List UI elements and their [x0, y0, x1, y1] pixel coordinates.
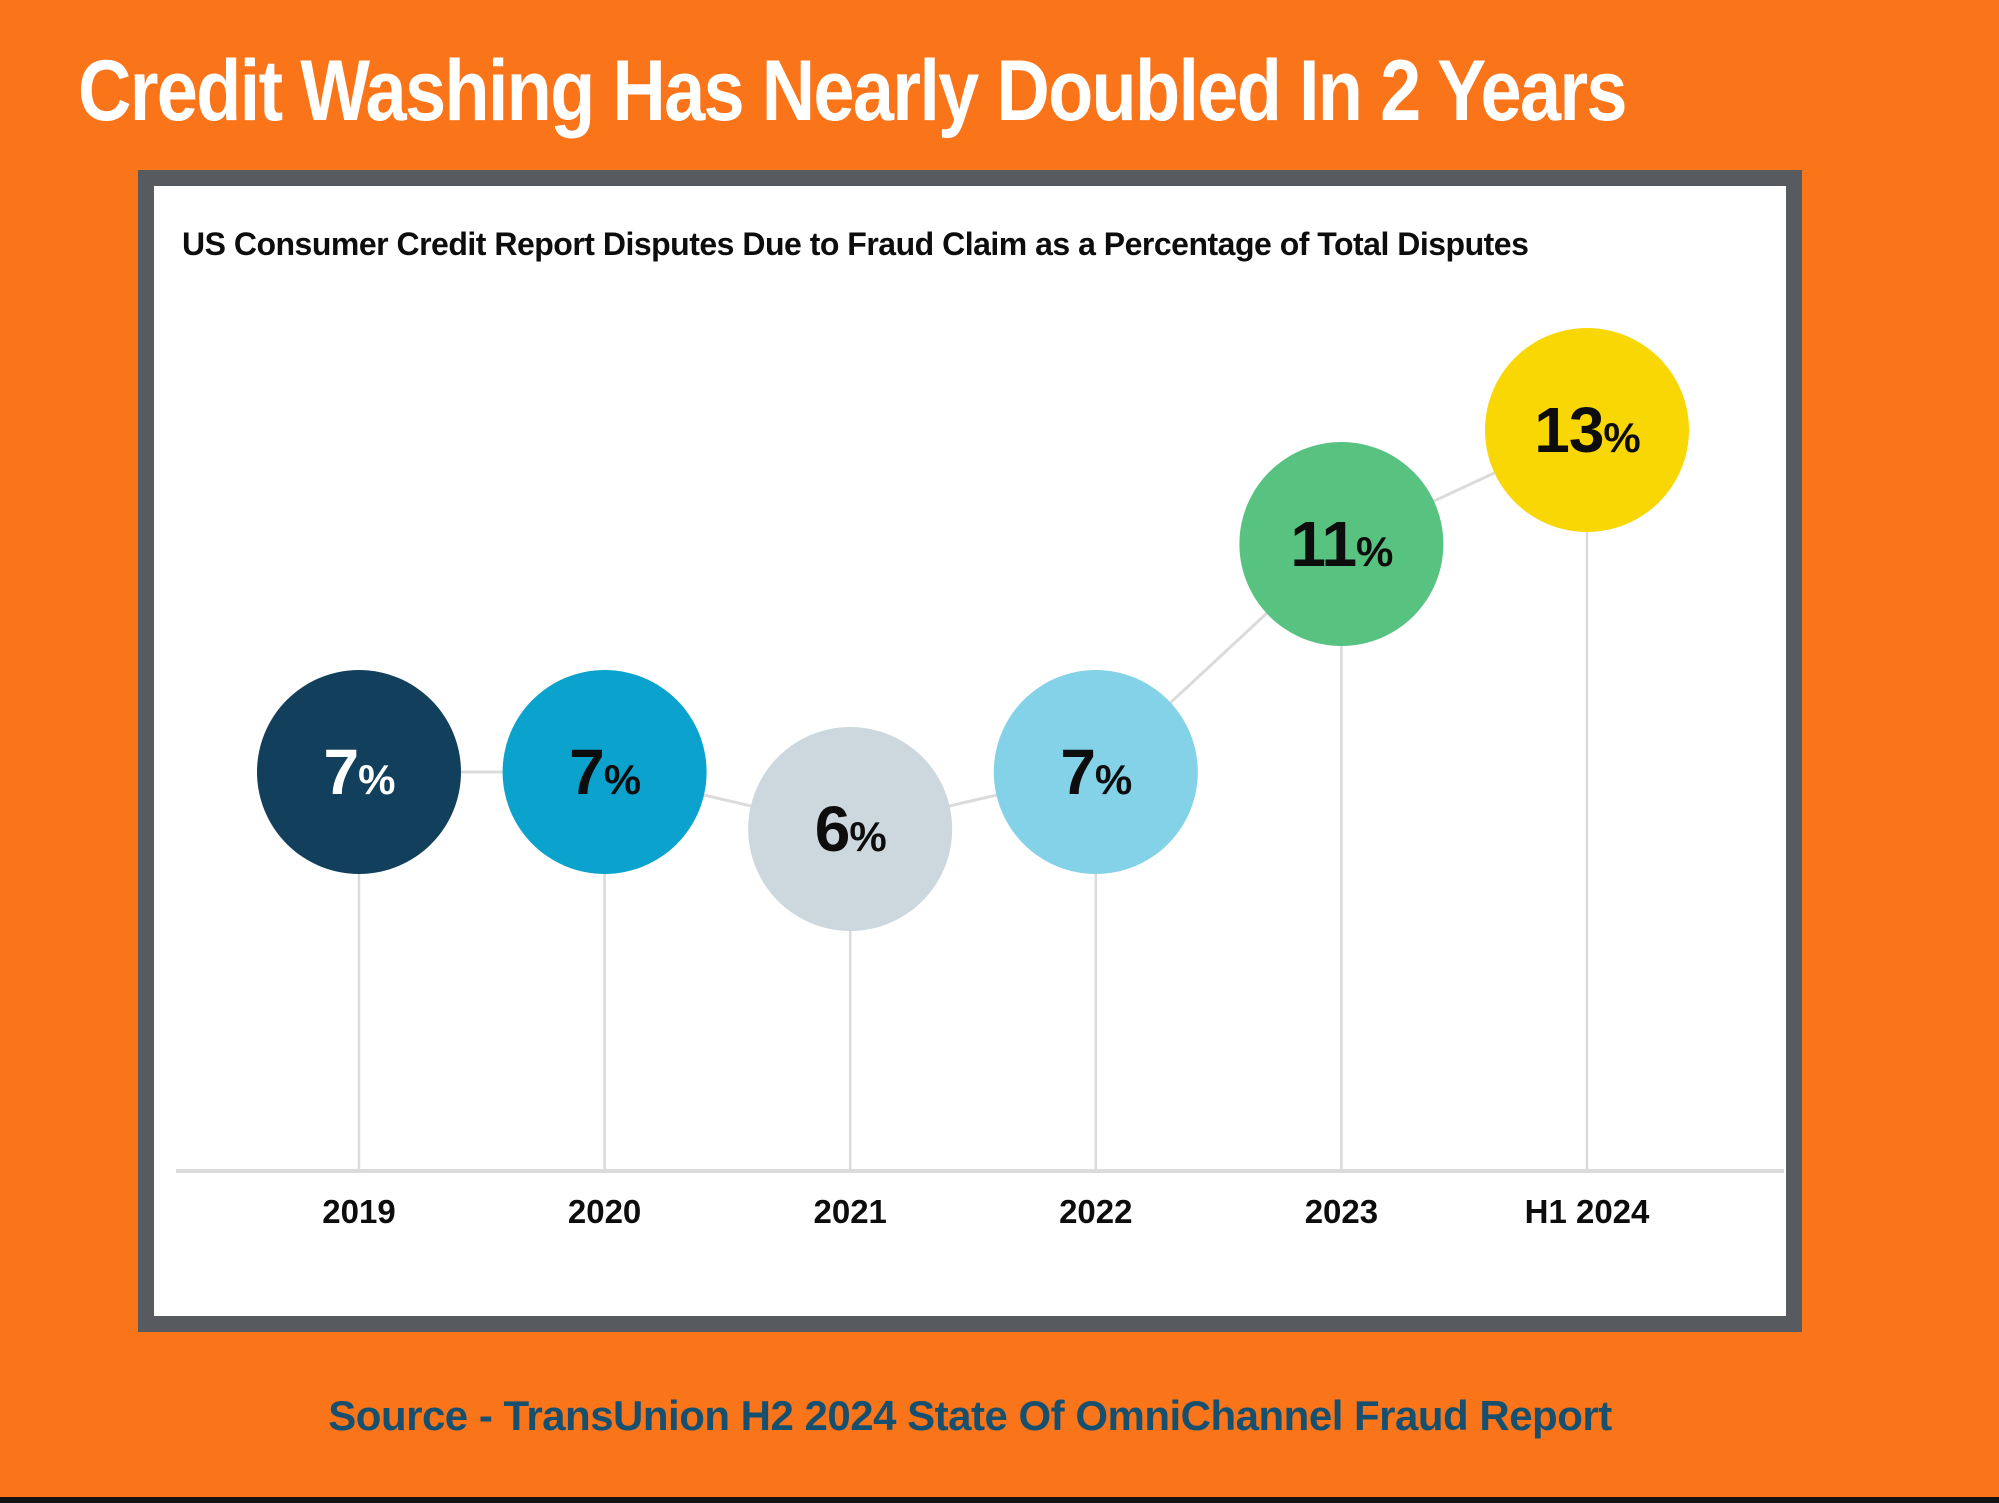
bubble-value-2023: 11%	[1290, 508, 1393, 580]
bottom-accent-bar	[0, 1497, 1999, 1503]
bubble-value-h1-2024: 13%	[1534, 394, 1640, 466]
x-tick-2021: 2021	[813, 1193, 886, 1230]
bubble-value-2019: 7%	[324, 736, 396, 808]
bubble-2022	[993, 670, 1198, 874]
source-row: Source - TransUnion H2 2024 State Of Omn…	[138, 1392, 1802, 1440]
x-tick-h1-2024: H1 2024	[1525, 1193, 1650, 1230]
bubble-2023	[1239, 442, 1444, 646]
page-title: Credit Washing Has Nearly Doubled In 2 Y…	[78, 43, 1628, 139]
bubble-2020	[502, 670, 707, 874]
bubble-chart-svg: 7% 7% 6% 7% 11% 13% 2019 2020 2021 2022 2023 H1 202…	[176, 328, 1784, 1230]
bubble-2021	[748, 727, 953, 931]
x-tick-2023: 2023	[1305, 1193, 1378, 1230]
chart-panel: US Consumer Credit Report Disputes Due t…	[138, 170, 1802, 1332]
bubble-value-2022: 7%	[1060, 736, 1132, 808]
x-tick-2020: 2020	[568, 1193, 641, 1230]
bubble-value-2021: 6%	[815, 793, 887, 865]
x-tick-2022: 2022	[1059, 1193, 1132, 1230]
chart-title: US Consumer Credit Report Disputes Due t…	[182, 226, 1529, 262]
bubble-h1-2024	[1485, 328, 1689, 532]
bubble-value-2020: 7%	[569, 736, 641, 808]
bubble-2019	[257, 670, 461, 874]
source-attribution: Source - TransUnion H2 2024 State Of Omn…	[328, 1392, 1612, 1439]
x-tick-2019: 2019	[322, 1193, 395, 1230]
